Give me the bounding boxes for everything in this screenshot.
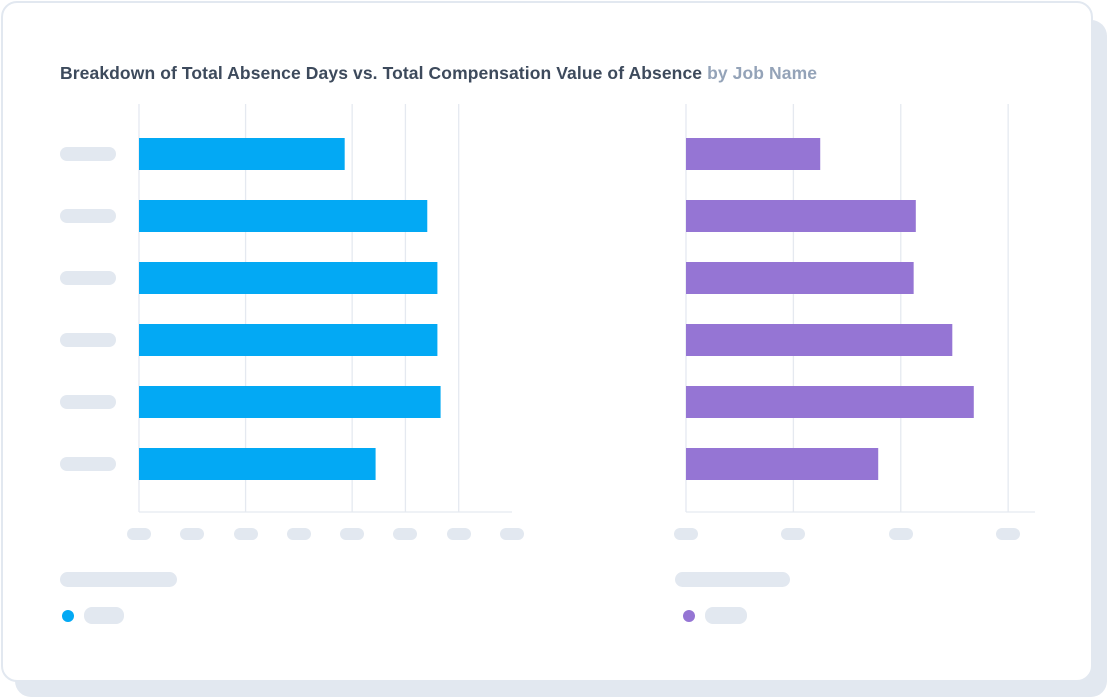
legend-swatch (62, 610, 74, 622)
category-label-placeholder (60, 147, 116, 161)
tick-label-placeholder (233, 528, 258, 540)
tick-label-placeholder (286, 528, 311, 540)
bar (139, 324, 438, 356)
chart-title: Breakdown of Total Absence Days vs. Tota… (60, 63, 817, 84)
tick-label-placeholder (127, 528, 151, 540)
tick-label-placeholder (500, 528, 524, 540)
tick-label-placeholder (180, 528, 205, 540)
bar (686, 200, 916, 232)
bar (139, 386, 441, 418)
bar (686, 324, 953, 356)
title-main: Breakdown of Total Absence Days vs. Tota… (60, 63, 703, 83)
tick-label-placeholder (781, 528, 806, 540)
tick-label-placeholder (340, 528, 365, 540)
category-label-placeholder (60, 271, 116, 285)
legend-swatch (683, 610, 695, 622)
bar (686, 386, 974, 418)
bar (139, 262, 438, 294)
tick-label-placeholder (888, 528, 913, 540)
legend-label-placeholder (705, 607, 747, 624)
title-sub: by Job Name (707, 63, 818, 83)
category-label-placeholder (60, 333, 116, 347)
category-label-placeholder (60, 457, 116, 471)
legend-label-placeholder (84, 607, 124, 624)
axis-title-placeholder (675, 572, 790, 587)
tick-label-placeholder (996, 528, 1021, 540)
bar (139, 448, 376, 480)
category-label-placeholder (60, 395, 116, 409)
tick-label-placeholder (674, 528, 698, 540)
bar (686, 448, 879, 480)
tick-label-placeholder (446, 528, 471, 540)
category-label-placeholder (60, 209, 116, 223)
bar (139, 138, 345, 170)
bar (686, 262, 914, 294)
bar (139, 200, 428, 232)
axis-title-placeholder (60, 572, 177, 587)
bar (686, 138, 821, 170)
tick-label-placeholder (393, 528, 418, 540)
